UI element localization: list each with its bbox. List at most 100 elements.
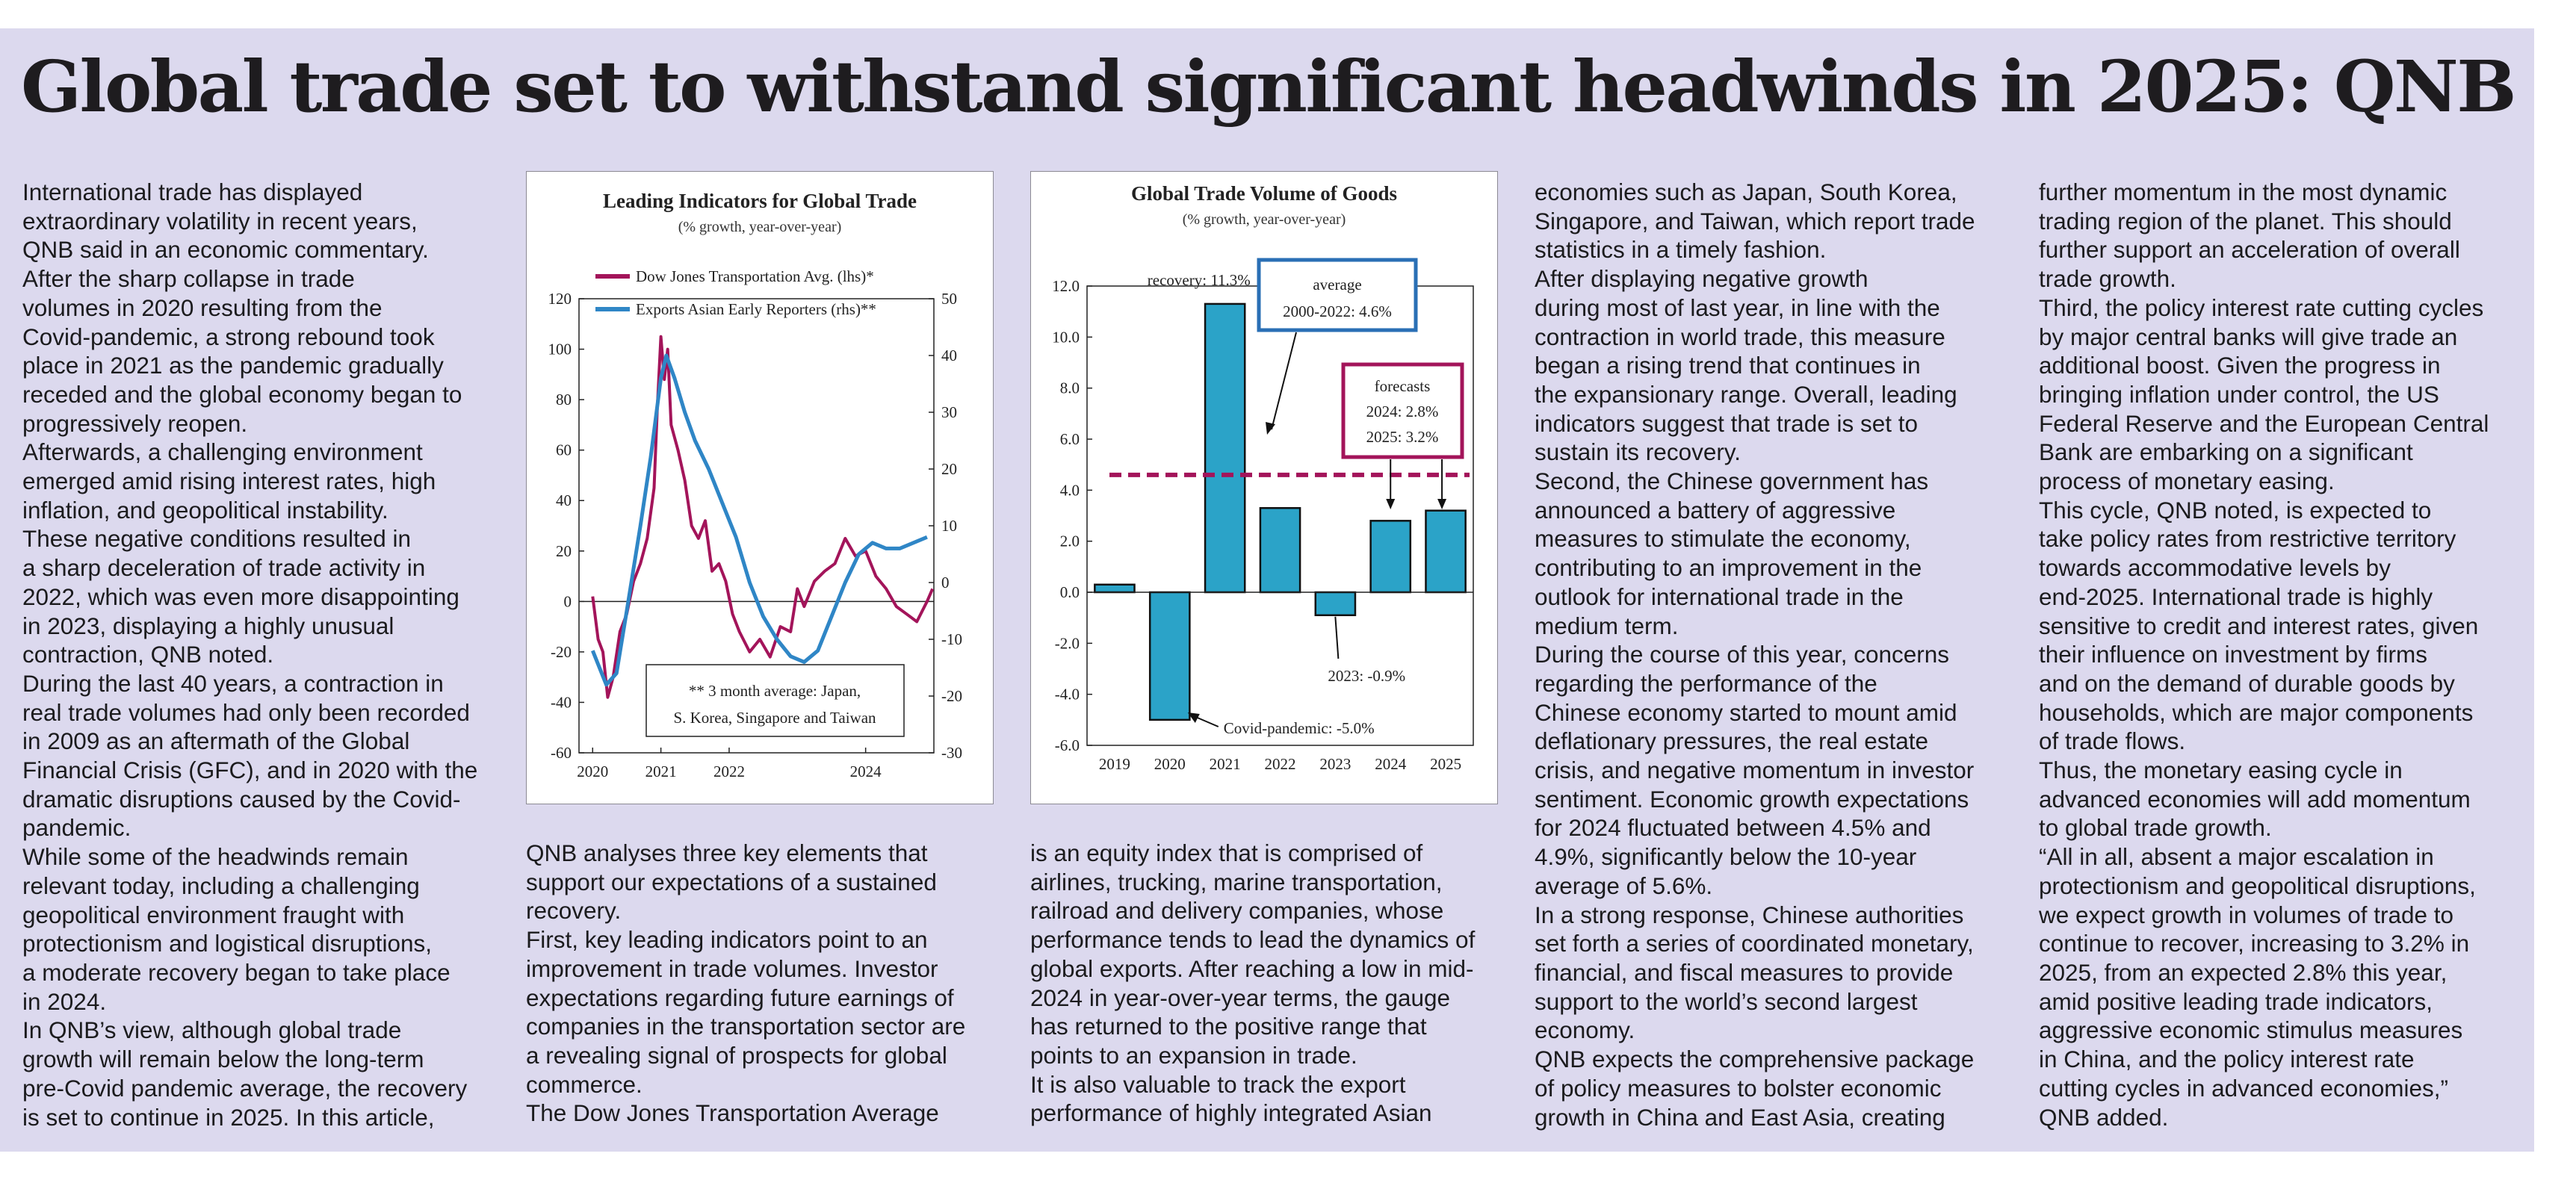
right-tick-label: 30	[941, 403, 957, 421]
right-tick-label: -20	[941, 687, 962, 705]
article-line: Thus, the monetary easing cycle in	[2039, 757, 2403, 784]
note-box	[645, 664, 905, 737]
article-line: improvement in trade volumes. Investor	[526, 954, 938, 982]
article-line: pandemic.	[22, 814, 131, 842]
article-line: real trade volumes had only been recorde…	[22, 698, 470, 726]
x-tick-label: 2024	[850, 763, 882, 780]
annotation-2023: 2023: -0.9%	[1328, 667, 1405, 685]
x-tick-label: 2020	[1154, 755, 1186, 773]
bar-2025	[1425, 509, 1467, 594]
article-line: contraction, QNB noted.	[22, 641, 274, 668]
x-tick-label: 2023	[1319, 755, 1351, 773]
article-line: outlook for international trade in the	[1535, 583, 1904, 610]
bar-2020	[1148, 591, 1191, 721]
article-line: After the sharp collapse in trade	[22, 265, 355, 293]
bar-2021	[1204, 302, 1246, 594]
article-line: aggressive economic stimulus measures	[2039, 1016, 2463, 1044]
article-line: 2022, which was even more disappointing	[22, 583, 459, 610]
forecast-label: forecasts	[1375, 377, 1431, 395]
article-line: place in 2021 as the pandemic gradually	[22, 352, 444, 379]
article-line: International trade has displayed	[22, 178, 363, 205]
leading-indicators-svg: Leading Indicators for Global Trade (% gr…	[548, 190, 963, 780]
article-line: commerce.	[526, 1070, 643, 1098]
x-tick-label: 2022	[1265, 755, 1296, 773]
article-line: expectations regarding future earnings o…	[526, 984, 954, 1011]
covid-arrowhead	[1187, 712, 1200, 723]
article-line: performance of highly integrated Asian	[1030, 1099, 1432, 1127]
article-line: a revealing signal of prospects for glob…	[526, 1041, 947, 1069]
article-line: railroad and delivery companies, whose	[1030, 897, 1444, 925]
article-line: growth in China and East Asia, creating	[1535, 1103, 1945, 1131]
article-line: in China, and the policy interest rate	[2039, 1046, 2415, 1073]
forecast-2024: 2024: 2.8%	[1366, 403, 1439, 420]
article-line: contraction in world trade, this measure	[1535, 323, 1945, 350]
y-tick-label: 0.0	[1060, 583, 1080, 601]
chart-title: Leading Indicators for Global Trade	[603, 190, 917, 212]
covid-annotation: Covid-pandemic: -5.0%	[1224, 719, 1375, 737]
article-line: take policy rates from restrictive terri…	[2039, 525, 2456, 553]
article-line: sentiment. Economic growth expectations	[1535, 785, 1969, 813]
y-tick-label: 8.0	[1060, 379, 1080, 397]
article-line: economies such as Japan, South Korea,	[1535, 178, 1957, 205]
left-tick-label: 120	[548, 290, 572, 308]
article-column-1: International trade has displayed extraor…	[22, 178, 501, 1131]
left-tick-label: 20	[556, 542, 572, 560]
article-line: The Dow Jones Transportation Average	[526, 1099, 939, 1127]
article-line: further momentum in the most dynamic	[2039, 178, 2447, 205]
article-line: 2024 in year-over-year terms, the gauge	[1030, 984, 1451, 1011]
average-label: average	[1313, 276, 1361, 294]
article-line: dramatic disruptions caused by the Covid…	[22, 785, 461, 813]
article-line: Bank are embarking on a significant	[2039, 438, 2413, 466]
article-line: progressively reopen.	[22, 409, 248, 437]
article-line: Singapore, and Taiwan, which report trad…	[1535, 207, 1975, 235]
article-line: amid positive leading trade indicators,	[2039, 987, 2433, 1015]
article-line: inflation, and geopolitical instability.	[22, 496, 388, 524]
article-line: volumes in 2020 resulting from the	[22, 294, 383, 321]
article-line: Covid-pandemic, a strong rebound took	[22, 323, 435, 350]
article-line: Federal Reserve and the European Central	[2039, 409, 2489, 437]
article-line: geopolitical environment fraught with	[22, 901, 405, 928]
article-line: recovery.	[526, 897, 622, 925]
article-line: process of monetary easing.	[2039, 468, 2335, 495]
article-line: QNB expects the comprehensive package	[1535, 1046, 1975, 1073]
article-line: economy.	[1535, 1016, 1635, 1044]
left-tick-label: 60	[556, 441, 572, 459]
asian-exports-series-line	[590, 353, 928, 687]
y-tick-label: 2.0	[1060, 532, 1080, 550]
article-line: has returned to the positive range that	[1030, 1013, 1427, 1040]
y-tick-label: 12.0	[1052, 277, 1080, 295]
article-line: During the last 40 years, a contraction …	[22, 669, 444, 697]
x-tick-label: 2025	[1430, 755, 1461, 773]
article-line: announced a battery of aggressive	[1535, 496, 1896, 524]
legend-label: Dow Jones Transportation Avg. (lhs)*	[636, 267, 874, 285]
article-line: Third, the policy interest rate cutting …	[2039, 294, 2484, 321]
article-line: further support an acceleration of overa…	[2039, 236, 2460, 264]
article-line: support to the world’s second largest	[1535, 987, 1918, 1015]
article-line: global exports. After reaching a low in …	[1030, 954, 1474, 982]
article-line: Second, the Chinese government has	[1535, 468, 1929, 495]
article-line: Chinese economy started to mount amid	[1535, 698, 1957, 726]
left-tick-label: 0	[564, 592, 572, 610]
x-tick-label: 2021	[1210, 755, 1241, 773]
article-line: regarding the performance of the	[1535, 669, 1877, 697]
right-tick-label: 40	[941, 347, 957, 364]
right-tick-label: 0	[941, 574, 950, 591]
article-line: extraordinary volatility in recent years…	[22, 207, 418, 235]
x-tick-label: 2024	[1375, 755, 1407, 773]
article-column-3: is an equity index that is comprised of a…	[1030, 839, 1508, 1128]
article-line: towards accommodative levels by	[2039, 554, 2391, 582]
article-line: their influence on investment by firms	[2039, 641, 2427, 668]
article-line: during most of last year, in line with t…	[1535, 294, 1940, 321]
average-arrowhead	[1266, 422, 1275, 435]
article-line: growth will remain below the long-term	[22, 1046, 424, 1073]
note-line-2: S. Korea, Singapore and Taiwan	[673, 709, 876, 727]
leading-indicators-chart: Leading Indicators for Global Trade (% gr…	[526, 171, 994, 804]
forecast-box	[1341, 362, 1464, 459]
article-line: financial, and fiscal measures to provid…	[1535, 958, 1954, 986]
bar-2023	[1314, 591, 1357, 616]
article-line: support our expectations of a sustained	[526, 868, 937, 895]
y-tick-label: 4.0	[1060, 481, 1080, 499]
article-line: sustain its recovery.	[1535, 438, 1741, 466]
trade-volume-svg: Global Trade Volume of Goods (% growth, y…	[1052, 182, 1474, 773]
right-tick-label: 10	[941, 517, 957, 535]
